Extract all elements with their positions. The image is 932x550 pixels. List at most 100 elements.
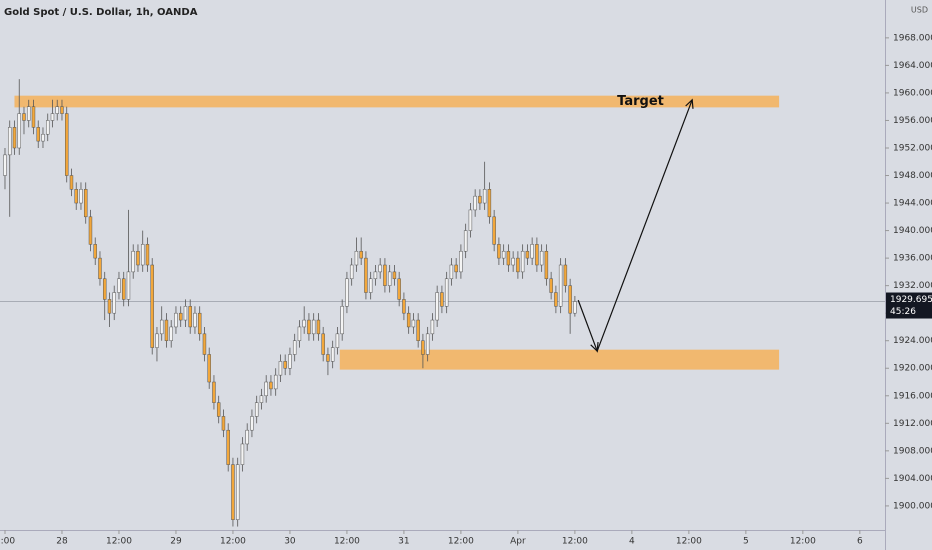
candle-body xyxy=(440,292,444,307)
candle-body xyxy=(340,306,344,335)
candle-body xyxy=(473,195,477,211)
candle-body xyxy=(102,278,107,300)
y-tick-label: 1904.000 xyxy=(893,474,932,484)
candle-body xyxy=(46,120,50,135)
candle-body xyxy=(444,278,449,307)
price-badge-countdown: 45:26 xyxy=(890,307,916,317)
candle-body xyxy=(373,271,378,280)
target-label: Target xyxy=(617,94,664,109)
candle-body xyxy=(69,175,74,190)
candle-body xyxy=(516,257,520,273)
y-tick-label: 1908.000 xyxy=(893,446,932,456)
candle-body xyxy=(98,257,102,280)
candle-body xyxy=(525,250,530,259)
candle-body xyxy=(269,381,273,390)
y-tick-label: 1916.000 xyxy=(893,391,932,401)
candle-body xyxy=(478,195,482,204)
y-tick-label: 1964.000 xyxy=(893,61,932,71)
x-tick-label: 4 xyxy=(629,537,635,547)
candle-body xyxy=(259,395,264,403)
candle-body xyxy=(430,319,435,335)
x-tick-label: 12:00 xyxy=(106,537,132,547)
x-tick-label: 6 xyxy=(857,537,863,547)
candle-body xyxy=(50,113,55,121)
candle-body xyxy=(354,250,359,266)
y-tick-label: 1924.000 xyxy=(893,336,932,346)
candle-body xyxy=(31,106,36,128)
candle-body xyxy=(378,264,382,273)
candle-body xyxy=(421,340,425,355)
y-tick-label: 1944.000 xyxy=(893,199,932,209)
candle-body xyxy=(240,443,245,465)
candle-body xyxy=(368,278,373,293)
candle-body xyxy=(93,244,97,259)
y-tick-label: 1900.000 xyxy=(893,501,932,511)
candle-body xyxy=(254,402,259,417)
zone xyxy=(14,95,780,108)
candle-body xyxy=(530,244,534,259)
candle-body xyxy=(397,278,401,300)
candle-body xyxy=(492,216,496,245)
candle-body xyxy=(207,354,211,383)
candle-body xyxy=(568,285,572,314)
price-badge xyxy=(886,292,932,319)
x-tick-label: 12:00 xyxy=(220,537,246,547)
candle-body xyxy=(27,106,31,121)
x-tick-label: 30 xyxy=(284,537,296,547)
candle-body xyxy=(416,319,420,341)
candle-body xyxy=(311,319,316,335)
y-tick-label: 1956.000 xyxy=(893,116,932,126)
candle-body xyxy=(454,264,458,273)
candle-body xyxy=(335,333,340,348)
arrow-head xyxy=(590,342,599,353)
candle-body xyxy=(65,113,69,176)
candle-body xyxy=(387,271,392,286)
candle-body xyxy=(345,278,349,307)
candle-body xyxy=(126,271,131,300)
candle-body xyxy=(155,333,159,348)
candle-body xyxy=(55,106,59,114)
candle-body xyxy=(506,250,511,266)
candle-body xyxy=(22,113,26,121)
candle-body xyxy=(159,319,164,335)
candle-body xyxy=(197,312,202,335)
candle-body xyxy=(383,264,387,286)
candle-body xyxy=(221,416,226,431)
candle-body xyxy=(411,319,416,328)
x-tick-label: 5 xyxy=(743,537,749,547)
candle-body xyxy=(36,127,40,142)
candle-body xyxy=(136,250,140,266)
candle-body xyxy=(193,312,197,328)
candle-body xyxy=(231,464,235,520)
y-tick-label: 1932.000 xyxy=(893,281,932,291)
candle-body xyxy=(482,189,487,204)
zone xyxy=(339,349,780,370)
chart-title: Gold Spot / U.S. Dollar, 1h, OANDA xyxy=(4,7,198,18)
candle-body xyxy=(250,416,254,431)
y-tick-label: 1912.000 xyxy=(893,419,932,429)
x-tick-label: 29 xyxy=(170,537,182,547)
candle-body xyxy=(131,250,135,273)
candle-body xyxy=(107,299,112,314)
candle-body xyxy=(278,361,283,376)
candle-body xyxy=(183,306,188,321)
candle-body xyxy=(288,354,292,369)
y-tick-label: 1952.000 xyxy=(893,143,932,153)
candle-body xyxy=(178,312,183,321)
candle-body xyxy=(558,264,563,307)
candle-body xyxy=(497,244,501,259)
candle-body xyxy=(212,381,216,403)
candle-body xyxy=(321,333,325,355)
candle-body xyxy=(364,257,368,293)
currency: USD xyxy=(911,6,928,15)
candle-body xyxy=(60,106,64,114)
candle-body xyxy=(188,306,192,328)
x-tick-label: 12:00 xyxy=(676,537,702,547)
candle-body xyxy=(164,319,169,341)
x-tick-label: Apr xyxy=(510,537,526,547)
candle-body xyxy=(449,264,454,280)
candle-body xyxy=(330,347,335,362)
candle-body xyxy=(459,250,463,273)
candle-body xyxy=(169,326,173,341)
